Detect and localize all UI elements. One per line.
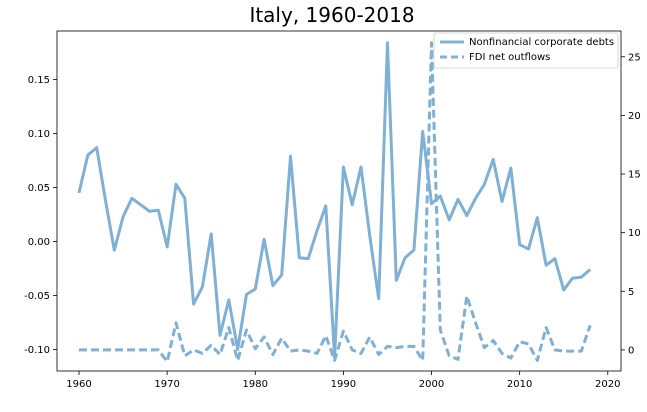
y-right-tick-label: 5 bbox=[628, 287, 634, 298]
x-tick-label: 2000 bbox=[419, 379, 444, 390]
y-left-tick-label: 0.05 bbox=[28, 183, 50, 194]
series-line-fdi-net-outflows bbox=[79, 41, 592, 364]
y-axis-left: -0.10 -0.05 0.00 0.05 0.10 0.15 bbox=[24, 75, 57, 356]
x-tick-label: 1970 bbox=[154, 379, 179, 390]
y-left-tick-label: 0.00 bbox=[28, 237, 50, 248]
y-left-tick-label: -0.10 bbox=[24, 345, 50, 356]
y-right-tick-label: 10 bbox=[628, 228, 641, 239]
x-tick-label: 2020 bbox=[595, 379, 620, 390]
x-tick-label: 2010 bbox=[507, 379, 532, 390]
y-right-tick-label: 15 bbox=[628, 170, 641, 181]
x-tick-label: 1980 bbox=[243, 379, 268, 390]
y-left-tick-label: 0.15 bbox=[28, 75, 50, 86]
x-axis: 1960 1970 1980 1990 2000 2010 2020 bbox=[66, 371, 621, 390]
legend: Nonfinancial corporate debts FDI net out… bbox=[433, 32, 619, 69]
series-layer bbox=[77, 41, 592, 364]
y-left-tick-label: -0.05 bbox=[24, 291, 50, 302]
legend-label-fdi: FDI net outflows bbox=[469, 52, 550, 63]
chart-title: Italy, 1960-2018 bbox=[249, 3, 414, 27]
series-line-nonfinancial-corporate-debts bbox=[77, 41, 592, 359]
plot-area-frame bbox=[56, 30, 622, 372]
legend-box bbox=[433, 32, 619, 69]
y-left-tick-label: 0.10 bbox=[28, 129, 50, 140]
y-right-tick-label: 25 bbox=[628, 52, 641, 63]
y-right-tick-label: 0 bbox=[628, 345, 634, 356]
y-right-tick-label: 20 bbox=[628, 111, 641, 122]
x-tick-label: 1990 bbox=[331, 379, 356, 390]
y-axis-right: 0 5 10 15 20 25 bbox=[621, 52, 641, 356]
legend-label-debts: Nonfinancial corporate debts bbox=[469, 37, 614, 48]
x-tick-label: 1960 bbox=[66, 379, 91, 390]
